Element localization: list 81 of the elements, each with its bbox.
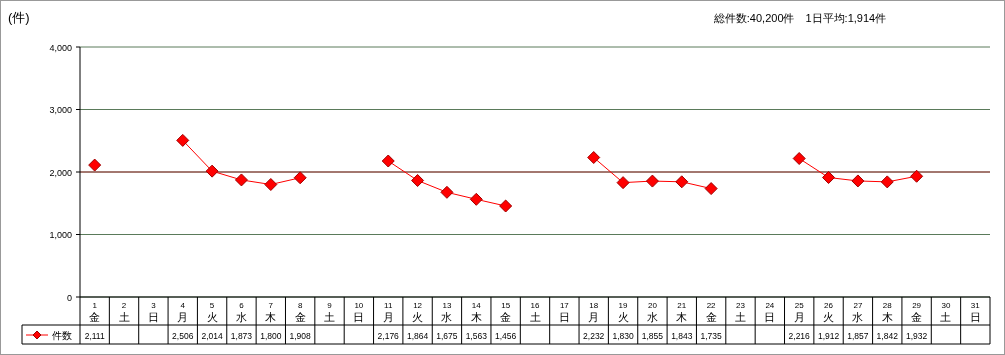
x-tick-label: 14 木 — [470, 301, 482, 323]
x-tick-label: 1 金 — [89, 301, 101, 323]
y-tick-label: 3,000 — [49, 105, 72, 115]
y-tick-label: 1,000 — [49, 230, 72, 240]
point — [616, 176, 630, 190]
x-tick-label: 13 水 — [441, 301, 453, 323]
x-tick-label: 15 金 — [500, 301, 512, 323]
x-tick-label: 6 水 — [235, 301, 247, 323]
point — [264, 178, 278, 191]
point — [234, 173, 248, 187]
x-tick-label: 9 土 — [324, 301, 336, 323]
data-label: 1,563 — [465, 331, 488, 341]
point — [645, 174, 659, 188]
data-label: 1,456 — [495, 331, 517, 341]
x-tick-label: 29 金 — [911, 301, 923, 323]
data-label: 1,873 — [230, 331, 253, 341]
data-label: 1,735 — [700, 331, 723, 341]
x-tick-label: 24 日 — [764, 301, 776, 323]
data-label: 1,830 — [612, 331, 634, 341]
point — [205, 164, 219, 178]
point — [411, 174, 425, 187]
x-tick-label: 25 月 — [793, 301, 805, 323]
point — [792, 152, 806, 165]
point — [499, 199, 513, 213]
point — [469, 192, 483, 206]
point — [440, 185, 454, 199]
data-label: 2,014 — [201, 331, 223, 341]
point — [587, 151, 601, 164]
legend-label: 件数 — [52, 330, 72, 341]
x-tick-label: 8 金 — [294, 301, 306, 323]
x-tick-label: 18 月 — [588, 301, 600, 323]
x-tick-label: 22 金 — [705, 301, 717, 323]
x-tick-label: 12 火 — [412, 301, 424, 323]
data-label: 1,843 — [671, 331, 693, 341]
x-tick-label: 17 日 — [558, 301, 570, 323]
data-label: 2,111 — [84, 331, 105, 341]
x-tick-label: 31 日 — [969, 301, 981, 323]
x-tick-label: 19 火 — [617, 301, 629, 323]
y-tick-label: 0 — [66, 292, 72, 303]
point — [293, 171, 307, 185]
y-tick-label: 2,000 — [49, 167, 72, 178]
x-tick-label: 10 日 — [353, 301, 365, 323]
x-tick-label: 23 土 — [734, 301, 746, 323]
data-label: 1,800 — [260, 331, 282, 341]
data-label: 2,216 — [788, 331, 811, 341]
point — [910, 169, 924, 183]
data-label: 1,908 — [289, 331, 312, 341]
data-label: 1,855 — [641, 331, 664, 341]
data-label: 1,675 — [436, 331, 458, 341]
x-tick-label: 3 日 — [147, 301, 159, 323]
data-label: 1,842 — [876, 331, 899, 341]
point — [675, 175, 689, 189]
data-label: 1,864 — [406, 331, 429, 341]
x-tick-label: 7 木 — [265, 301, 277, 323]
data-label: 1,912 — [817, 331, 840, 341]
x-tick-label: 5 火 — [206, 301, 218, 323]
x-tick-label: 16 土 — [529, 301, 541, 323]
data-label: 1,857 — [847, 331, 869, 341]
point — [381, 154, 395, 168]
x-tick-label: 21 木 — [676, 301, 688, 323]
data-label: 2,232 — [583, 331, 605, 341]
data-label: 2,506 — [172, 331, 194, 341]
point — [704, 182, 718, 196]
x-tick-label: 11 月 — [382, 301, 394, 323]
y-axis-title: (件) — [8, 10, 30, 25]
x-tick-label: 28 木 — [881, 301, 893, 323]
point — [880, 175, 894, 189]
x-tick-label: 4 月 — [177, 301, 189, 323]
y-tick-label: 4,000 — [49, 42, 72, 53]
x-tick-label: 20 水 — [646, 301, 658, 323]
x-tick-label: 30 土 — [940, 301, 952, 323]
x-tick-label: 26 火 — [823, 301, 835, 323]
point — [88, 158, 102, 172]
x-tick-label: 2 土 — [118, 301, 130, 323]
data-label: 2,176 — [377, 331, 400, 341]
x-tick-label: 27 水 — [852, 301, 864, 323]
point — [822, 171, 836, 184]
point — [176, 133, 190, 147]
data-label: 1,932 — [905, 331, 928, 341]
point — [851, 174, 865, 188]
text: 総件数:40,200件 1日平均:1,914件 — [712, 12, 887, 24]
